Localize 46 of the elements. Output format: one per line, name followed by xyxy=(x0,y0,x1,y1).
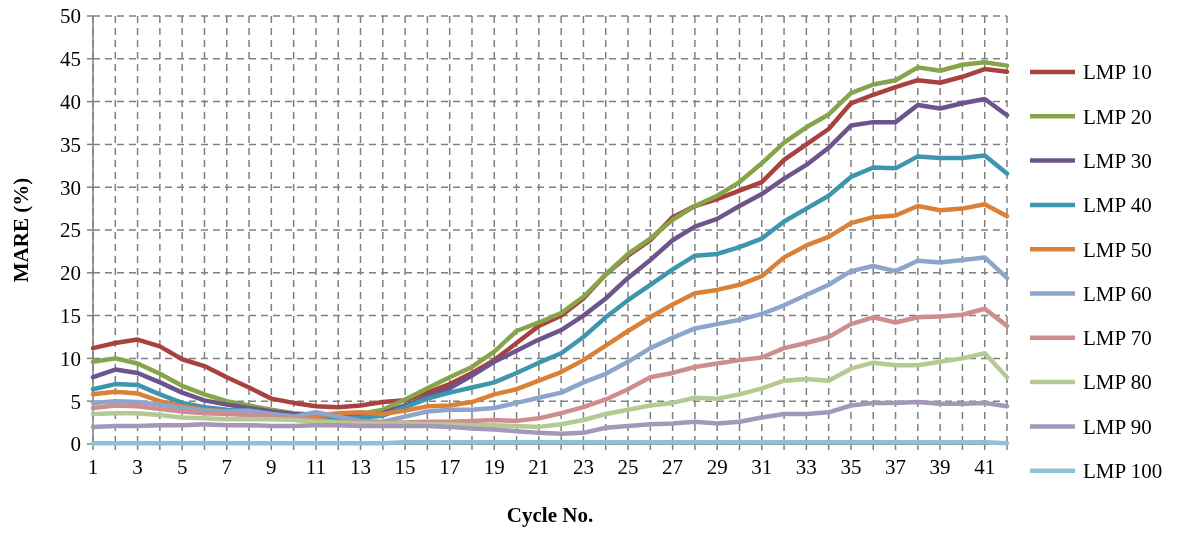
x-tick-label: 13 xyxy=(350,455,372,479)
x-tick-label: 21 xyxy=(528,455,550,479)
x-tick-label: 5 xyxy=(176,455,188,479)
legend-label: LMP 40 xyxy=(1083,193,1152,218)
y-tick-label: 35 xyxy=(60,132,81,157)
legend-label: LMP 10 xyxy=(1083,60,1152,85)
x-tick-label: 41 xyxy=(974,455,996,479)
x-tick-label: 31 xyxy=(751,455,773,479)
x-tick-label: 23 xyxy=(572,455,594,479)
legend-label: LMP 50 xyxy=(1083,237,1152,262)
legend-label: LMP 80 xyxy=(1083,370,1152,395)
x-tick-label: 19 xyxy=(483,455,505,479)
y-tick-label: 20 xyxy=(60,261,81,286)
x-tick-label: 39 xyxy=(929,455,951,479)
x-axis-title: Cycle No. xyxy=(506,503,594,527)
legend-label: LMP 100 xyxy=(1083,459,1163,484)
y-tick-label: 30 xyxy=(60,175,81,200)
x-tick-label: 3 xyxy=(132,455,143,479)
y-tick-label: 50 xyxy=(60,4,81,29)
y-tick-label: 5 xyxy=(70,389,81,414)
line-series xyxy=(90,399,1010,436)
y-tick-label: 45 xyxy=(60,47,81,72)
x-tick-label: 25 xyxy=(617,455,639,479)
y-axis-title: MARE (%) xyxy=(9,177,33,283)
x-tick-label: 33 xyxy=(795,455,817,479)
legend-label: LMP 90 xyxy=(1083,414,1152,439)
legend-label: LMP 30 xyxy=(1083,148,1152,173)
y-tick-label: 25 xyxy=(60,218,81,243)
x-tick-label: 7 xyxy=(221,455,233,479)
y-tick-label: 40 xyxy=(60,89,81,114)
x-tick-label: 15 xyxy=(394,455,416,479)
legend-label: LMP 60 xyxy=(1083,281,1152,306)
x-tick-label: 35 xyxy=(840,455,862,479)
x-tick-label: 37 xyxy=(885,455,907,479)
legend-label: LMP 20 xyxy=(1083,104,1152,129)
x-tick-label: 9 xyxy=(266,455,277,479)
x-tick-label: 1 xyxy=(87,455,99,479)
x-tick-label: 29 xyxy=(706,455,728,479)
y-tick-label: 10 xyxy=(60,346,81,371)
y-tick-label: 15 xyxy=(60,303,81,328)
x-tick-label: 27 xyxy=(662,455,684,479)
x-tick-label: 17 xyxy=(439,455,461,479)
line-series xyxy=(90,351,1010,430)
x-tick-label: 11 xyxy=(305,455,327,479)
legend-label: LMP 70 xyxy=(1083,326,1152,351)
y-tick-label: 0 xyxy=(70,432,81,457)
